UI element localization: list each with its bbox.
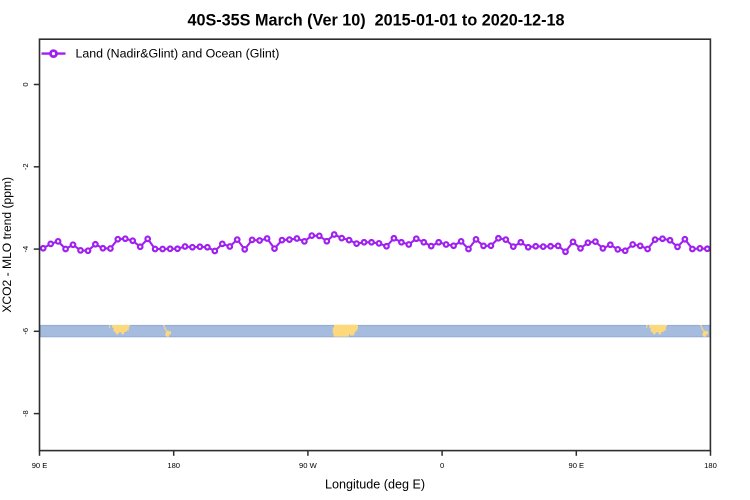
svg-text:-6: -6 bbox=[21, 328, 30, 335]
svg-text:0: 0 bbox=[440, 461, 444, 470]
svg-text:XCO2 - MLO trend (ppm): XCO2 - MLO trend (ppm) bbox=[0, 177, 14, 313]
svg-text:180: 180 bbox=[704, 461, 717, 470]
svg-text:180: 180 bbox=[167, 461, 180, 470]
svg-text:-2: -2 bbox=[21, 163, 30, 170]
svg-text:90 E: 90 E bbox=[568, 461, 584, 470]
svg-text:90 E: 90 E bbox=[32, 461, 48, 470]
svg-text:-4: -4 bbox=[21, 246, 30, 253]
svg-text:-8: -8 bbox=[21, 410, 30, 417]
svg-text:90 W: 90 W bbox=[299, 461, 318, 470]
svg-text:Longitude (deg E): Longitude (deg E) bbox=[325, 477, 425, 491]
svg-text:40S-35S March (Ver 10) 2015-0: 40S-35S March (Ver 10) 2015-01-01 to 202… bbox=[187, 12, 564, 30]
svg-text:Land (Nadir&Glint) and Ocean (: Land (Nadir&Glint) and Ocean (Glint) bbox=[76, 46, 280, 60]
svg-text:0: 0 bbox=[21, 82, 30, 86]
